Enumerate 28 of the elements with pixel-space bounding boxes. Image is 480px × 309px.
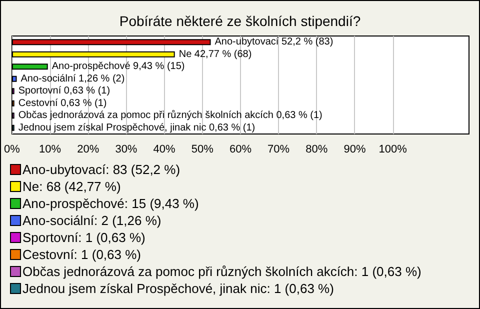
x-tick-label: 100% xyxy=(378,144,408,156)
legend-label: Občas jednorázová za pomoc při různých školních akcích: 1 (0,63 %) xyxy=(22,264,422,279)
legend-label: Ano-ubytovací: 83 (52,2 %) xyxy=(22,162,180,177)
x-tick-label: 20% xyxy=(77,144,100,156)
legend-label: Ne: 68 (42,77 %) xyxy=(22,179,121,194)
x-tick-label: 70% xyxy=(268,144,290,156)
data-label: Občas jednorázová za pomoc při různých školních akcích 0,63 % (1) xyxy=(18,109,322,122)
x-tick-label: 50% xyxy=(191,144,214,156)
x-tick-label: 80% xyxy=(306,144,328,156)
x-tick-label: 40% xyxy=(153,144,176,156)
data-label: Ano-sociální 1,26 % (2) xyxy=(20,73,125,84)
legend-label: Jednou jsem získal Prospěchové, jinak nic: 1 (0,63 %) xyxy=(22,281,334,296)
data-label: Ano-prospěchové 9,43 % (15) xyxy=(52,61,185,72)
data-label: Ano-ubytovací 52,2 % (83) xyxy=(214,36,334,48)
legend-label: Ano-prospěchové: 15 (9,43 %) xyxy=(22,196,199,211)
legend-label: Sportovní: 1 (0,63 %) xyxy=(22,230,146,245)
legend-label: Ano-sociální: 2 (1,26 %) xyxy=(22,213,162,228)
data-label: Cestovní 0,63 % (1) xyxy=(18,98,107,109)
data-label: Jednou jsem získal Prospěchové, jinak nic 0,63 % (1) xyxy=(18,122,256,134)
x-tick-label: 10% xyxy=(39,144,62,156)
data-label: Ne 42,77 % (68) xyxy=(178,48,252,60)
x-tick-label: 60% xyxy=(229,144,252,156)
legend-label: Cestovní: 1 (0,63 %) xyxy=(22,247,141,262)
x-tick-label: 0% xyxy=(4,144,20,156)
x-tick-label: 30% xyxy=(115,144,138,156)
x-tick-label: 90% xyxy=(344,144,366,156)
chart-title: Pobíráte některé ze školních stipendií? xyxy=(119,13,361,29)
data-label: Sportovní 0,63 % (1) xyxy=(18,86,110,97)
